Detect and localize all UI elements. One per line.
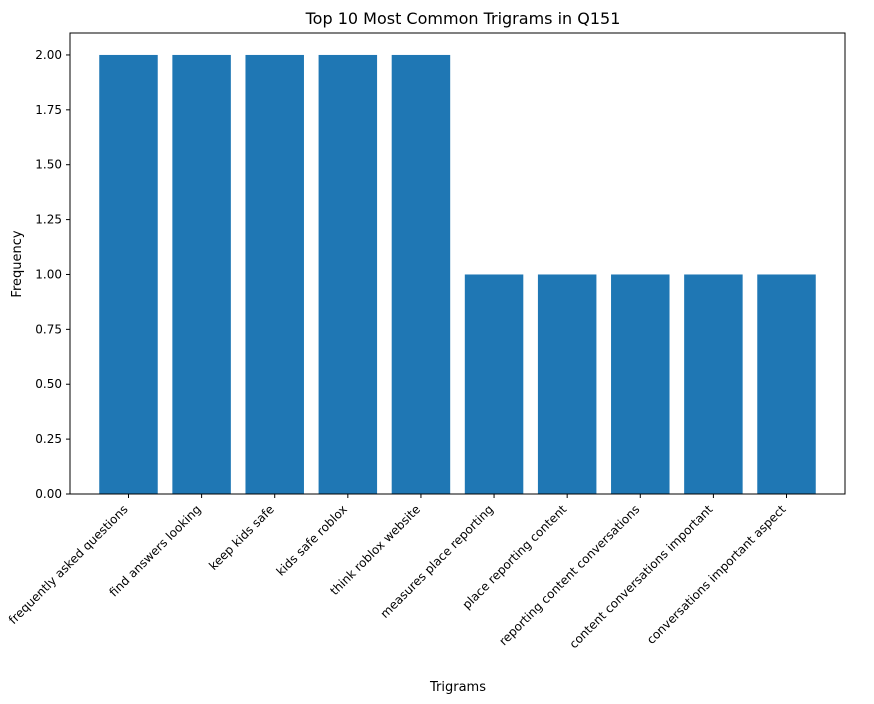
bar <box>391 54 451 494</box>
y-tick-label: 1.00 <box>35 267 62 281</box>
y-tick-label: 1.50 <box>35 158 62 172</box>
bar <box>757 274 816 494</box>
y-axis: 0.00 0.25 0.50 0.75 1.00 1.25 1.50 1.75 2.00 <box>35 48 70 501</box>
y-tick-label: 2.00 <box>35 48 62 62</box>
y-tick-label: 0.25 <box>35 432 62 446</box>
bars-group <box>99 54 816 494</box>
y-tick-label: 0.75 <box>35 322 62 336</box>
bar <box>611 274 670 494</box>
bar <box>464 274 524 494</box>
y-tick-label: 0.00 <box>35 487 62 501</box>
x-tick-label: kids safe roblox <box>274 502 350 578</box>
y-tick-label: 0.50 <box>35 377 62 391</box>
x-tick-label: content conversations important <box>567 502 716 651</box>
x-tick-label: conversations important aspect <box>644 502 789 647</box>
y-axis-label: Frequency <box>10 230 25 297</box>
bar <box>245 54 304 494</box>
chart-title: Top 10 Most Common Trigrams in Q151 <box>305 9 621 28</box>
y-tick-label: 1.25 <box>35 213 62 227</box>
bar <box>684 274 743 494</box>
bar <box>99 54 158 494</box>
bar <box>172 54 231 494</box>
y-tick-label: 1.75 <box>35 103 62 117</box>
x-tick-label: keep kids safe <box>206 502 277 573</box>
bar <box>537 274 597 494</box>
bar <box>318 54 378 494</box>
plot-frame <box>69 32 846 495</box>
x-tick-label: frequently asked questions <box>6 502 131 627</box>
x-tick-label: reporting content conversations <box>496 502 642 648</box>
x-axis-label: Trigrams <box>429 680 486 695</box>
